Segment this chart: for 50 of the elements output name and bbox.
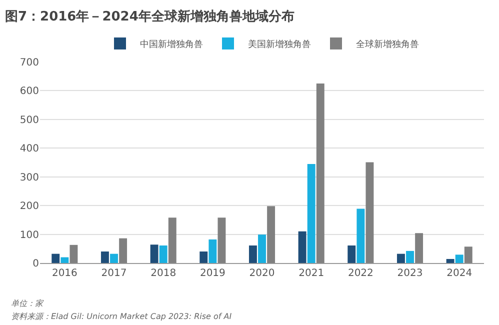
bar (248, 245, 257, 263)
bar (267, 206, 276, 263)
x-tick-label: 2022 (348, 268, 374, 279)
x-tick-label: 2020 (249, 268, 275, 279)
x-tick-label: 2023 (397, 268, 423, 279)
bar (415, 233, 424, 263)
bar (258, 234, 266, 263)
bar (70, 244, 78, 263)
x-tick-label: 2021 (298, 268, 324, 279)
bar (208, 239, 217, 263)
chart-title: 图7：2016年－2024年全球新增独角兽地域分布 (4, 8, 294, 24)
bar (159, 245, 168, 263)
bar (60, 257, 69, 263)
bar (100, 252, 109, 263)
x-tick-label: 2016 (52, 268, 78, 279)
bar (356, 208, 365, 263)
legend-label: 中国新增独角兽 (140, 38, 203, 50)
bar (464, 246, 472, 263)
text: 资料来源：Elad Gil: Unicorn Market Cap 2023: Rise of AI (11, 312, 232, 321)
bar (200, 252, 208, 263)
legend-label: 全球新增独角兽 (356, 38, 419, 50)
legend-label: 美国新增独角兽 (248, 38, 311, 50)
bar (218, 218, 226, 263)
x-tick-label: 2019 (200, 268, 226, 279)
x-tick-label: 2024 (446, 268, 472, 279)
bar (348, 245, 356, 263)
bar (168, 218, 176, 263)
text: 单位：家 (11, 299, 44, 308)
bar (150, 244, 158, 263)
y-tick-label: 0 (32, 258, 39, 270)
bar (52, 254, 60, 263)
y-tick-label: 100 (20, 230, 39, 241)
bar (298, 231, 306, 263)
bar (455, 254, 464, 263)
y-tick-label: 600 (20, 86, 39, 98)
x-tick-label: 2018 (150, 268, 176, 279)
bar (366, 162, 374, 263)
y-tick-label: 400 (20, 144, 39, 155)
y-tick-label: 200 (20, 201, 39, 212)
y-tick-label: 300 (20, 172, 39, 184)
bar (316, 84, 324, 263)
y-tick-label: 700 (20, 58, 39, 68)
bar (307, 164, 316, 263)
y-tick-label: 500 (20, 114, 39, 126)
x-tick-label: 2017 (101, 268, 127, 279)
bar (110, 254, 118, 263)
bar (119, 238, 128, 263)
bar (446, 258, 454, 263)
bar (406, 250, 414, 263)
bar (396, 254, 405, 263)
